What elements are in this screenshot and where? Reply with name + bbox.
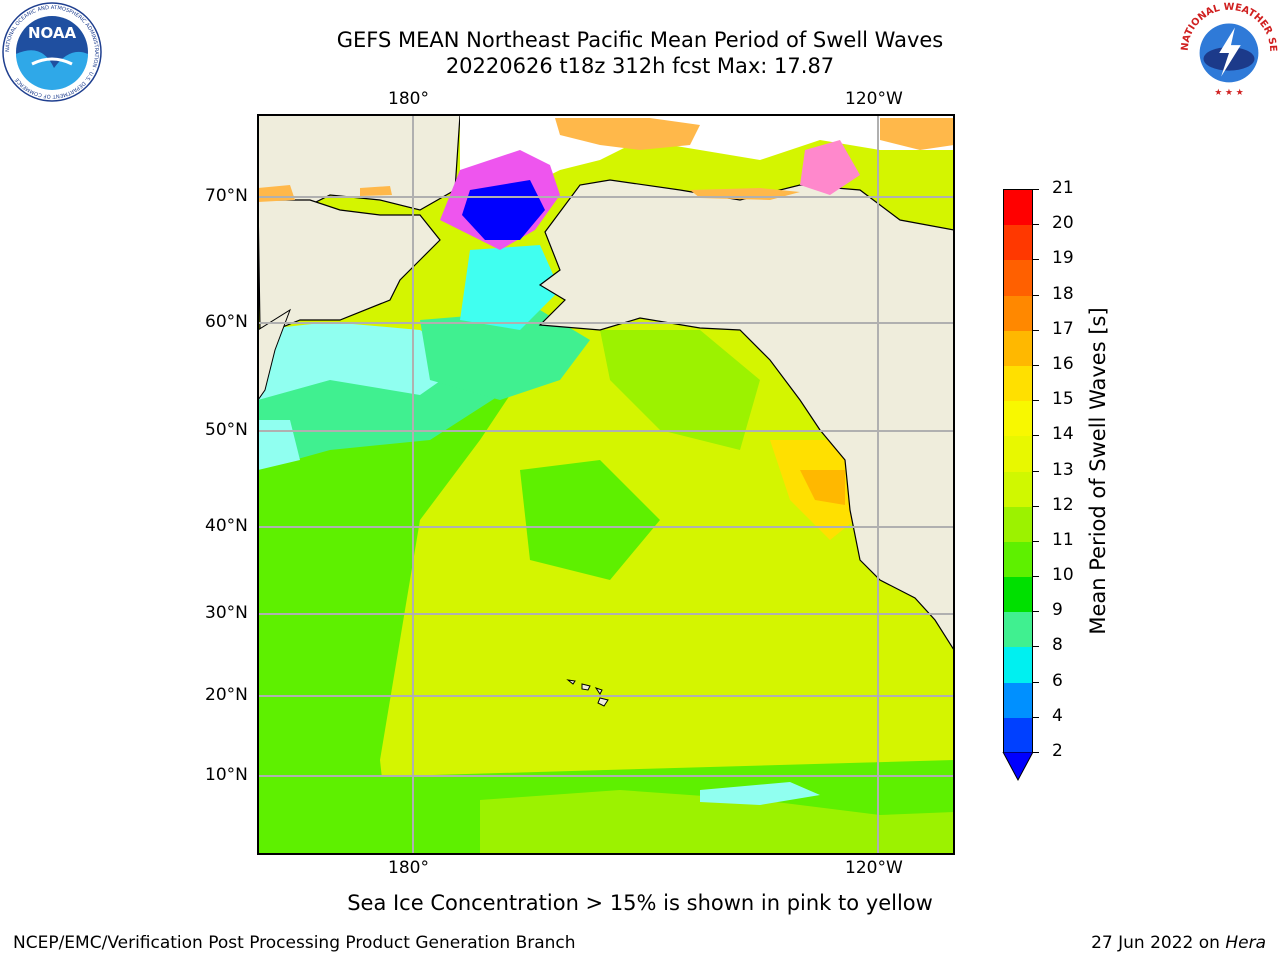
colorbar-band [1004, 401, 1032, 437]
colorbar-tick [1033, 400, 1039, 402]
colorbar-band [1004, 436, 1032, 472]
graticule [258, 115, 954, 854]
svg-text:NOAA: NOAA [28, 24, 77, 42]
colorbar-band [1004, 682, 1032, 719]
swell-zone-8s [258, 322, 470, 400]
sea-ice-6 [360, 186, 392, 196]
footer-right: 27 Jun 2022 on Hera [1091, 933, 1266, 953]
swell-zone-green-west [258, 380, 520, 854]
colorbar-tick-label: 8 [1052, 635, 1063, 656]
sea-ice-3 [800, 140, 860, 195]
swell-zone-tropics-2 [480, 790, 954, 854]
sea-ice-1 [555, 118, 700, 150]
colorbar-tick-label: 15 [1052, 389, 1074, 410]
colorbar-tick [1033, 364, 1039, 366]
colorbar-tick-label: 19 [1052, 248, 1074, 269]
colorbar-tick-label: 20 [1052, 213, 1074, 234]
lat-label-50n: 50°N [205, 420, 248, 440]
colorbar-tick [1033, 505, 1039, 507]
swell-zone-bering-cyan [460, 245, 560, 330]
colorbar-tick-label: 6 [1052, 670, 1063, 691]
colorbar-under-triangle [1002, 752, 1034, 782]
colorbar-tick-label: 14 [1052, 424, 1074, 445]
footer-left: NCEP/EMC/Verification Post Processing Pr… [13, 933, 576, 953]
colorbar-tick-label: 13 [1052, 459, 1074, 480]
colorbar-tick [1033, 470, 1039, 472]
colorbar-band [1004, 295, 1032, 332]
noaa-logo: NATIONAL OCEANIC AND ATMOSPHERIC ADMINIS… [2, 2, 102, 102]
colorbar-tick-label: 2 [1052, 741, 1063, 761]
lat-label-40n: 40°N [205, 516, 248, 536]
colorbar-label: Mean Period of Swell Waves [s] [1086, 307, 1110, 635]
lat-label-10n: 10°N [205, 765, 248, 785]
colorbar-band [1004, 717, 1032, 754]
colorbar-band [1004, 365, 1032, 402]
colorbar-tick [1033, 611, 1039, 613]
colorbar-band [1004, 541, 1032, 578]
swell-zone-bering [420, 310, 590, 400]
lat-label-20n: 20°N [205, 685, 248, 705]
colorbar-tick-label: 10 [1052, 565, 1074, 586]
kuril-land [258, 308, 291, 401]
lon-label-top-120w: 120°W [845, 89, 903, 109]
colorbar-ticks: 21 20 19 18 17 16 15 14 13 12 11 10 9 8 6 4 2 [1033, 178, 1093, 769]
hawaii-islands [566, 679, 609, 707]
colorbar-tick-label: 16 [1052, 353, 1074, 374]
colorbar-band [1004, 225, 1032, 261]
colorbar-tick [1033, 752, 1039, 753]
colorbar-band [1004, 330, 1032, 367]
colorbar-tick [1033, 435, 1039, 437]
lon-label-bottom-120w: 120°W [845, 858, 903, 878]
colorbar-tick-label: 17 [1052, 318, 1074, 339]
nws-logo: NATIONAL WEATHER SERVICE ★ ★ ★ [1180, 2, 1278, 98]
colorbar-tick [1033, 294, 1039, 296]
colorbar-tick [1033, 329, 1039, 331]
lat-label-70n: 70°N [205, 186, 248, 206]
colorbar-band [1004, 190, 1032, 226]
colorbar-band [1004, 471, 1032, 508]
colorbar-tick-label: 21 [1052, 178, 1074, 198]
colorbar-tick [1033, 189, 1039, 190]
swell-zone-west-8s [258, 420, 300, 470]
sea-ice-2 [880, 118, 954, 150]
map-frame [257, 114, 955, 855]
swell-zone-gulf [600, 330, 760, 450]
colorbar-tick-label: 18 [1052, 283, 1074, 304]
colorbar-tick [1033, 716, 1039, 718]
colorbar-tick [1033, 540, 1039, 542]
colorbar-tick [1033, 259, 1039, 261]
colorbar-band [1004, 647, 1032, 684]
swell-zone-tropics-cyan [700, 782, 820, 805]
colorbar-tick [1033, 646, 1039, 648]
sea-ice-5 [258, 185, 295, 202]
colorbar-band [1004, 506, 1032, 543]
svg-text:★ ★ ★: ★ ★ ★ [1214, 88, 1243, 98]
colorbar-tick [1033, 576, 1039, 578]
swell-zone-coast-17s [800, 470, 845, 505]
colorbar-band [1004, 260, 1032, 297]
chart-title: GEFS MEAN Northeast Pacific Mean Period … [336, 28, 944, 52]
swell-zone-mid-1 [520, 460, 660, 580]
colorbar-tick-label: 11 [1052, 529, 1074, 550]
colorbar-tick-label: 4 [1052, 705, 1063, 726]
footer-date: 27 Jun 2022 on [1091, 933, 1226, 953]
lat-label-60n: 60°N [205, 312, 248, 332]
colorbar-band [1004, 612, 1032, 648]
footer-host: Hera [1225, 933, 1266, 953]
lat-label-30n: 30°N [205, 603, 248, 623]
colorbar-tick-label: 12 [1052, 494, 1074, 515]
colorbar [1003, 189, 1033, 754]
chart-subtitle: 20220626 t18z 312h fcst Max: 17.87 [445, 54, 835, 78]
swell-under-2s [462, 180, 545, 240]
colorbar-tick [1033, 681, 1039, 683]
colorbar-tick [1033, 224, 1039, 226]
colorbar-tick-label: 9 [1052, 600, 1063, 621]
lon-label-bottom-180: 180° [388, 858, 429, 878]
sea-ice-note: Sea Ice Concentration > 15% is shown in … [347, 891, 933, 915]
colorbar-band [1004, 577, 1032, 613]
lon-label-top-180: 180° [388, 89, 429, 109]
